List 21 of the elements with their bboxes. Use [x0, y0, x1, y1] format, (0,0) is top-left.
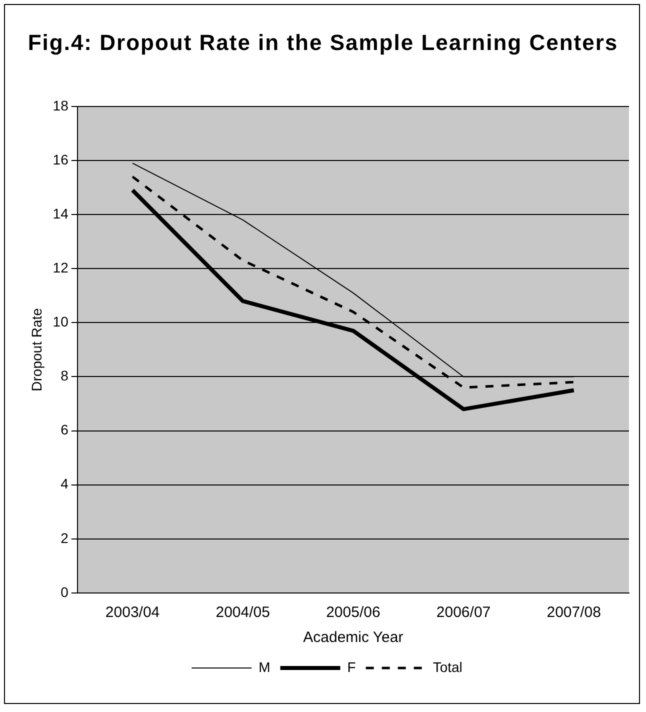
legend-label: Total [432, 658, 462, 675]
y-tick-label: 14 [52, 205, 69, 222]
legend-label: M [258, 658, 270, 675]
y-tick-label: 4 [60, 476, 69, 492]
y-tick-label: 18 [52, 97, 69, 114]
x-tick-label: 2005/06 [326, 604, 380, 622]
y-tick-label: 6 [60, 422, 69, 438]
legend-label: F [347, 658, 356, 675]
x-tick-label: 2004/05 [216, 604, 270, 622]
x-tick-label: 2007/08 [546, 604, 601, 622]
x-tick-label: 2003/04 [105, 604, 160, 622]
y-tick-label: 16 [52, 151, 69, 168]
y-tick-label: 0 [60, 584, 69, 600]
x-axis-title: Academic Year [303, 629, 404, 646]
y-tick-label: 2 [60, 530, 69, 546]
y-tick-label: 10 [52, 314, 69, 330]
y-tick-label: 8 [60, 368, 69, 384]
y-tick-label: 12 [52, 259, 69, 276]
y-axis-title: Dropout Rate [28, 308, 44, 392]
chart-title: Fig.4: Dropout Rate in the Sample Learning Centers [26, 29, 620, 57]
x-tick-label: 2006/07 [436, 604, 491, 622]
